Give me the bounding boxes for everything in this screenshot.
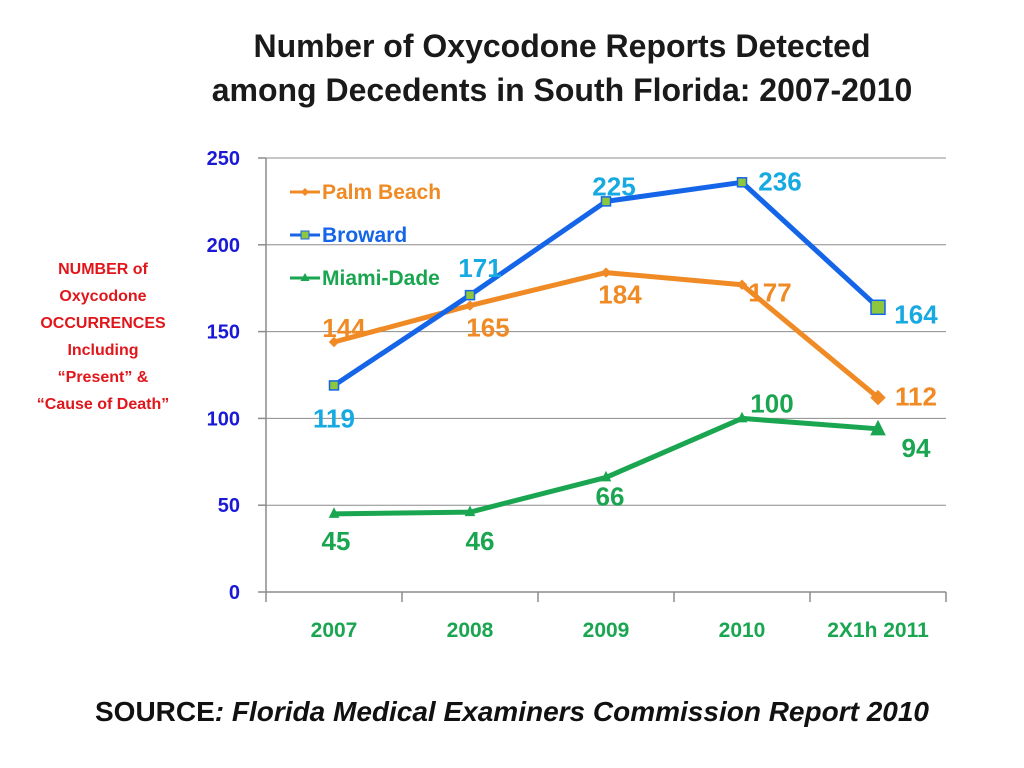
data-label-palm-beach: 144 <box>322 313 366 343</box>
y-tick-label: 0 <box>229 582 240 604</box>
y-axis-label-line-2: Oxycodone <box>59 288 147 305</box>
y-axis-label: NUMBER of Oxycodone OCCURRENCES Includin… <box>8 256 198 418</box>
y-axis-label-line-5: “Present” & <box>57 369 149 386</box>
data-label-broward: 171 <box>458 253 501 283</box>
y-tick-label: 50 <box>218 495 240 517</box>
y-axis-label-line-6: “Cause of Death” <box>36 396 170 413</box>
y-axis-label-line-1: NUMBER of <box>58 261 148 278</box>
data-point-miami-dade <box>600 470 612 482</box>
source-prefix: SOURCE <box>94 696 215 727</box>
chart-title-line-2: among Decedents in South Florida: 2007-2… <box>211 72 913 108</box>
legend-marker-palm-beach <box>301 188 309 196</box>
data-label-miami-dade: 66 <box>596 481 625 511</box>
y-tick-label: 200 <box>207 235 240 257</box>
data-point-palm-beach <box>328 336 340 348</box>
data-label-miami-dade: 46 <box>466 526 495 556</box>
data-label-broward: 225 <box>592 171 635 201</box>
y-axis-label-line-4: Including <box>67 342 139 359</box>
data-point-broward <box>870 299 886 316</box>
y-tick-label: 100 <box>207 408 240 430</box>
legend-label-miami-dade: Miami-Dade <box>322 267 440 290</box>
chart-title-line-1: Number of Oxycodone Reports Detected <box>253 28 871 64</box>
data-point-broward <box>600 196 612 207</box>
data-point-palm-beach <box>600 267 612 278</box>
x-tick-label: 2010 <box>719 619 766 642</box>
data-point-broward <box>328 380 340 391</box>
data-point-broward <box>736 177 748 188</box>
source-text: : Florida Medical Examiners Commission R… <box>214 696 929 727</box>
data-label-broward: 119 <box>313 403 355 433</box>
data-label-palm-beach: 184 <box>598 280 642 310</box>
data-label-broward: 236 <box>758 166 801 196</box>
data-label-broward: 164 <box>894 299 938 329</box>
data-point-palm-beach <box>736 279 748 290</box>
source-note: SOURCE: Florida Medical Examiners Commis… <box>0 696 1024 728</box>
x-tick-label: 2X1h 2011 <box>827 619 929 642</box>
data-label-miami-dade: 94 <box>902 433 931 463</box>
y-axis-label-line-3: OCCURRENCES <box>40 315 166 332</box>
legend-marker-broward <box>300 230 310 240</box>
data-label-palm-beach: 177 <box>748 278 791 308</box>
chart-title: Number of Oxycodone Reports Detected amo… <box>100 24 1024 112</box>
data-point-miami-dade <box>870 419 886 436</box>
data-point-palm-beach <box>464 300 476 311</box>
data-point-broward <box>464 289 476 301</box>
legend-label-broward: Broward <box>322 224 407 247</box>
legend-label-palm-beach: Palm Beach <box>322 181 441 204</box>
data-point-miami-dade <box>464 505 476 517</box>
data-point-palm-beach <box>870 389 886 406</box>
y-tick-label: 250 <box>207 148 240 170</box>
legend-marker-miami-dade <box>300 273 310 281</box>
x-tick-label: 2009 <box>583 619 630 642</box>
data-point-miami-dade <box>736 411 748 423</box>
x-tick-label: 2008 <box>447 619 494 642</box>
y-tick-label: 150 <box>207 322 240 344</box>
data-label-miami-dade: 45 <box>322 526 351 556</box>
data-label-palm-beach: 165 <box>466 313 509 343</box>
data-label-miami-dade: 100 <box>750 388 793 418</box>
data-label-palm-beach: 112 <box>895 382 937 412</box>
data-point-miami-dade <box>328 507 340 518</box>
x-tick-label: 2007 <box>311 619 358 642</box>
